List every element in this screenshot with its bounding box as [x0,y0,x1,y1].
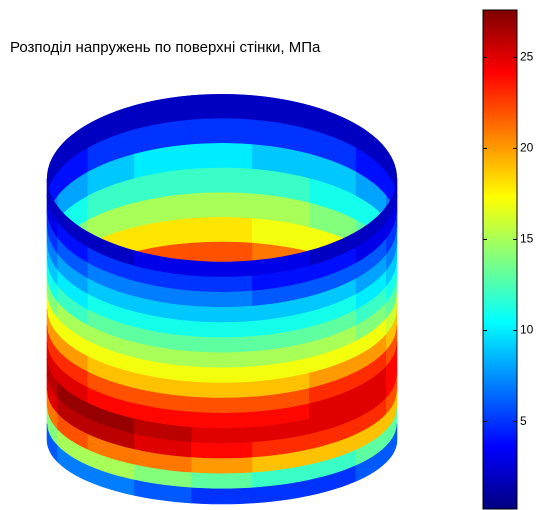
surface-cell [191,457,253,475]
chart-title: Розподіл напружень по поверхні стінки, М… [10,39,321,56]
surface-cell [191,94,253,121]
surface-cell [191,260,253,278]
surface-cell [191,472,253,490]
surface-cell [191,396,253,414]
surface-cell [191,411,253,429]
surface-cell [191,305,253,323]
surface-cell [191,142,253,170]
surface-cell [191,487,253,505]
colorbar-tick-label: 15 [520,232,534,246]
outer-surface [46,177,398,505]
surface-cell [191,118,253,145]
surface-cell [191,336,253,354]
surface-cell [191,167,253,195]
colorbar-tick-label: 25 [520,50,534,64]
surface-cell [191,290,253,308]
colorbar [482,9,518,510]
colorbar-tick-label: 5 [520,414,527,428]
surface-cell [191,241,253,262]
surface-cell [386,423,398,463]
surface-cell [191,366,253,384]
surface-cell [191,351,253,369]
colorbar-tick-label: 10 [520,323,534,337]
surface-cell [191,217,253,244]
surface-cell [191,192,253,219]
surface-cell [191,275,253,293]
surface-cell [191,442,253,459]
colorbar-tick-label: 20 [520,141,534,155]
surface-cell [191,320,253,338]
surface-cell [191,381,253,399]
surface-cell [191,426,253,444]
